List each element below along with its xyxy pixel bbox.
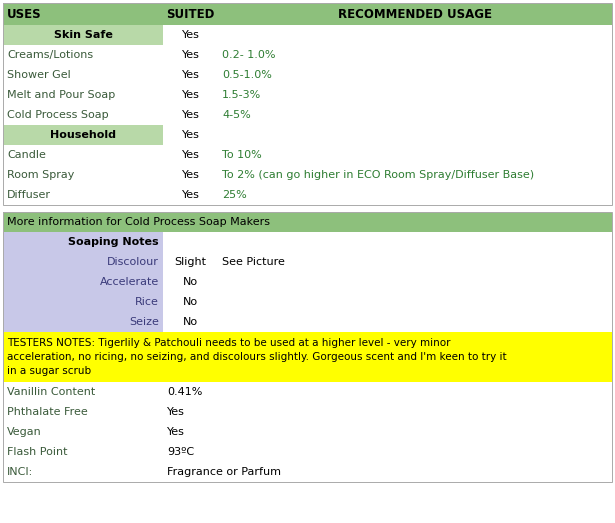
Bar <box>163 25 612 45</box>
Text: Discolour: Discolour <box>107 257 159 267</box>
Bar <box>3 85 612 105</box>
Text: More information for Cold Process Soap Makers: More information for Cold Process Soap M… <box>7 217 270 227</box>
Bar <box>3 125 163 145</box>
Bar <box>3 252 163 272</box>
Bar <box>3 65 612 85</box>
Bar <box>3 312 163 332</box>
Bar <box>163 125 612 145</box>
Text: Vegan: Vegan <box>7 427 42 437</box>
Bar <box>3 402 612 422</box>
Text: 0.41%: 0.41% <box>167 387 202 397</box>
Text: Rice: Rice <box>135 297 159 307</box>
Text: Room Spray: Room Spray <box>7 170 74 180</box>
Text: Yes: Yes <box>181 30 199 40</box>
Text: 93ºC: 93ºC <box>167 447 194 457</box>
Bar <box>3 292 163 312</box>
Bar <box>3 422 612 442</box>
Bar <box>163 272 612 292</box>
Text: Shower Gel: Shower Gel <box>7 70 71 80</box>
Text: No: No <box>183 297 198 307</box>
Bar <box>163 232 612 252</box>
Text: SUITED: SUITED <box>166 7 215 20</box>
Bar <box>3 212 612 482</box>
Text: To 10%: To 10% <box>222 150 262 160</box>
Bar <box>163 252 612 272</box>
Text: 0.2- 1.0%: 0.2- 1.0% <box>222 50 276 60</box>
Bar <box>163 312 612 332</box>
Text: Slight: Slight <box>175 257 207 267</box>
Bar <box>3 212 612 232</box>
Text: Seize: Seize <box>129 317 159 327</box>
Text: No: No <box>183 317 198 327</box>
Text: Skin Safe: Skin Safe <box>54 30 113 40</box>
Text: TESTERS NOTES: Tigerlily & Patchouli needs to be used at a higher level - very m: TESTERS NOTES: Tigerlily & Patchouli nee… <box>7 338 507 376</box>
Bar <box>163 292 612 312</box>
Text: Yes: Yes <box>181 70 199 80</box>
Text: Phthalate Free: Phthalate Free <box>7 407 88 417</box>
Text: Fragrance or Parfum: Fragrance or Parfum <box>167 467 281 477</box>
Text: Yes: Yes <box>181 190 199 200</box>
Text: Yes: Yes <box>167 427 185 437</box>
Bar <box>3 145 612 165</box>
Bar <box>3 105 612 125</box>
Text: Diffuser: Diffuser <box>7 190 51 200</box>
Bar <box>3 442 612 462</box>
Text: Creams/Lotions: Creams/Lotions <box>7 50 93 60</box>
Text: Yes: Yes <box>181 50 199 60</box>
Bar <box>3 185 612 205</box>
Text: RECOMMENDED USAGE: RECOMMENDED USAGE <box>338 7 492 20</box>
Text: Flash Point: Flash Point <box>7 447 68 457</box>
Text: Yes: Yes <box>181 150 199 160</box>
Text: 4-5%: 4-5% <box>222 110 251 120</box>
Text: Yes: Yes <box>181 90 199 100</box>
Text: Yes: Yes <box>181 110 199 120</box>
Text: Accelerate: Accelerate <box>100 277 159 287</box>
Text: USES: USES <box>7 7 42 20</box>
Text: To 2% (can go higher in ECO Room Spray/Diffuser Base): To 2% (can go higher in ECO Room Spray/D… <box>222 170 534 180</box>
Text: Yes: Yes <box>181 130 199 140</box>
Bar <box>3 3 612 205</box>
Text: Yes: Yes <box>181 170 199 180</box>
Text: 25%: 25% <box>222 190 247 200</box>
Bar <box>3 25 163 45</box>
Text: No: No <box>183 277 198 287</box>
Bar <box>3 165 612 185</box>
Bar <box>3 382 612 402</box>
Text: Cold Process Soap: Cold Process Soap <box>7 110 109 120</box>
Text: INCI:: INCI: <box>7 467 33 477</box>
Text: See Picture: See Picture <box>222 257 285 267</box>
Bar <box>3 272 163 292</box>
Bar <box>3 332 612 382</box>
Bar <box>3 45 612 65</box>
Bar <box>3 232 163 252</box>
Text: 0.5-1.0%: 0.5-1.0% <box>222 70 272 80</box>
Bar <box>3 462 612 482</box>
Text: Soaping Notes: Soaping Notes <box>68 237 159 247</box>
Text: Melt and Pour Soap: Melt and Pour Soap <box>7 90 115 100</box>
Bar <box>3 3 612 25</box>
Text: Household: Household <box>50 130 116 140</box>
Text: 1.5-3%: 1.5-3% <box>222 90 261 100</box>
Text: Vanillin Content: Vanillin Content <box>7 387 95 397</box>
Text: Candle: Candle <box>7 150 46 160</box>
Text: Yes: Yes <box>167 407 185 417</box>
